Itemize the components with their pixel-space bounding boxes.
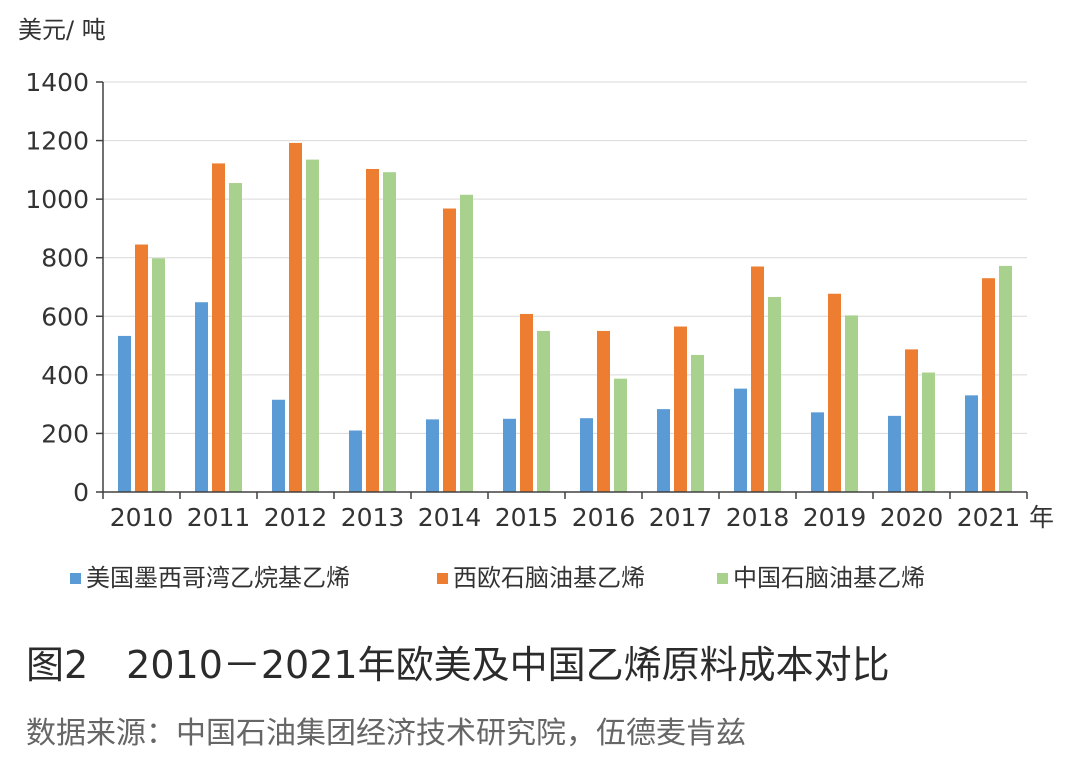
y-tick-label: 0 — [73, 478, 89, 507]
legend-label: 中国石脑油基乙烯 — [733, 564, 925, 592]
x-tick-label: 2011 — [187, 503, 251, 532]
bar-2011-series-2 — [212, 163, 225, 492]
bar-2013-series-2 — [366, 168, 379, 492]
legend-swatch — [717, 573, 728, 584]
x-tick-label: 2019 — [803, 503, 867, 532]
x-tick-label: 2021 — [957, 503, 1021, 532]
bar-2016-series-3 — [614, 378, 627, 492]
bar-2014-series-1 — [426, 419, 439, 492]
x-tick-label: 2013 — [341, 503, 405, 532]
legend-swatch — [437, 573, 448, 584]
y-tick-label: 1000 — [25, 185, 89, 214]
bar-2021-series-3 — [999, 265, 1012, 492]
x-tick-label: 2020 — [880, 503, 944, 532]
y-tick-label: 800 — [41, 244, 89, 273]
bar-2015-series-3 — [537, 330, 550, 492]
x-tick-label: 2017 — [649, 503, 713, 532]
x-tick-label: 2012 — [264, 503, 328, 532]
bar-2010-series-1 — [118, 335, 131, 492]
bar-2010-series-3 — [152, 258, 165, 492]
figure-caption: 图2 2010－2021年欧美及中国乙烯原料成本对比 — [26, 643, 890, 687]
bar-2017-series-3 — [691, 354, 704, 492]
y-tick-label: 600 — [41, 302, 89, 331]
bar-2012-series-3 — [306, 159, 319, 492]
bars — [118, 142, 1012, 493]
y-tick-label: 200 — [41, 419, 89, 448]
bar-2020-series-2 — [905, 349, 918, 492]
x-axis-unit-label: 年 — [1029, 503, 1054, 532]
legend-swatch — [70, 573, 81, 584]
bar-2017-series-2 — [674, 326, 687, 492]
legend-item: 美国墨西哥湾乙烷基乙烯 — [70, 558, 350, 593]
x-tick-label: 2014 — [418, 503, 482, 532]
bar-2015-series-2 — [520, 313, 533, 492]
bar-2017-series-1 — [657, 409, 670, 492]
bar-2015-series-1 — [503, 418, 516, 492]
bar-2012-series-2 — [289, 142, 302, 492]
x-tick-labels: 2010 2011 2012 2013 2014 2015 2016 2017 2018 2019… — [110, 503, 1054, 532]
y-axis-unit-label: 美元/ 吨 — [18, 16, 106, 44]
axes — [96, 81, 1028, 499]
y-tick-labels: 0 200 400 600 800 1000 1200 1400 — [25, 68, 89, 507]
chart: 美元/ 吨 0 200 400 600 800 1000 1200 1400 2010 2011… — [18, 16, 1054, 532]
bar-2021-series-2 — [982, 278, 995, 492]
bar-2021-series-1 — [965, 395, 978, 492]
bar-2019-series-1 — [811, 412, 824, 492]
bar-2013-series-1 — [349, 430, 362, 492]
bar-2016-series-1 — [580, 418, 593, 492]
y-tick-label: 1200 — [25, 127, 89, 156]
legend-label: 西欧石脑油基乙烯 — [453, 564, 645, 592]
y-tick-label: 400 — [41, 361, 89, 390]
bar-2018-series-1 — [734, 388, 747, 492]
bar-2020-series-3 — [922, 372, 935, 492]
bar-2011-series-3 — [229, 183, 242, 493]
legend-label: 美国墨西哥湾乙烷基乙烯 — [86, 564, 350, 592]
y-tick-label: 1400 — [25, 68, 89, 97]
data-source: 数据来源：中国石油集团经济技术研究院，伍德麦肯兹 — [26, 716, 746, 751]
bar-2010-series-2 — [135, 244, 148, 492]
legend-item: 西欧石脑油基乙烯 — [437, 558, 645, 593]
bar-2019-series-3 — [845, 315, 858, 492]
gridlines — [103, 81, 1027, 434]
bar-2018-series-2 — [751, 266, 764, 492]
bar-2012-series-1 — [272, 399, 285, 492]
bar-2014-series-2 — [443, 208, 456, 492]
bar-2020-series-1 — [888, 415, 901, 492]
bar-2011-series-1 — [195, 302, 208, 492]
x-tick-label: 2015 — [495, 503, 559, 532]
bar-2014-series-3 — [460, 194, 473, 492]
x-tick-label: 2016 — [572, 503, 636, 532]
legend-item: 中国石脑油基乙烯 — [717, 558, 925, 593]
x-tick-label: 2010 — [110, 503, 174, 532]
x-tick-label: 2018 — [726, 503, 790, 532]
bar-2016-series-2 — [597, 330, 610, 492]
bar-2013-series-3 — [383, 172, 396, 492]
bar-2019-series-2 — [828, 293, 841, 492]
bar-2018-series-3 — [768, 296, 781, 492]
